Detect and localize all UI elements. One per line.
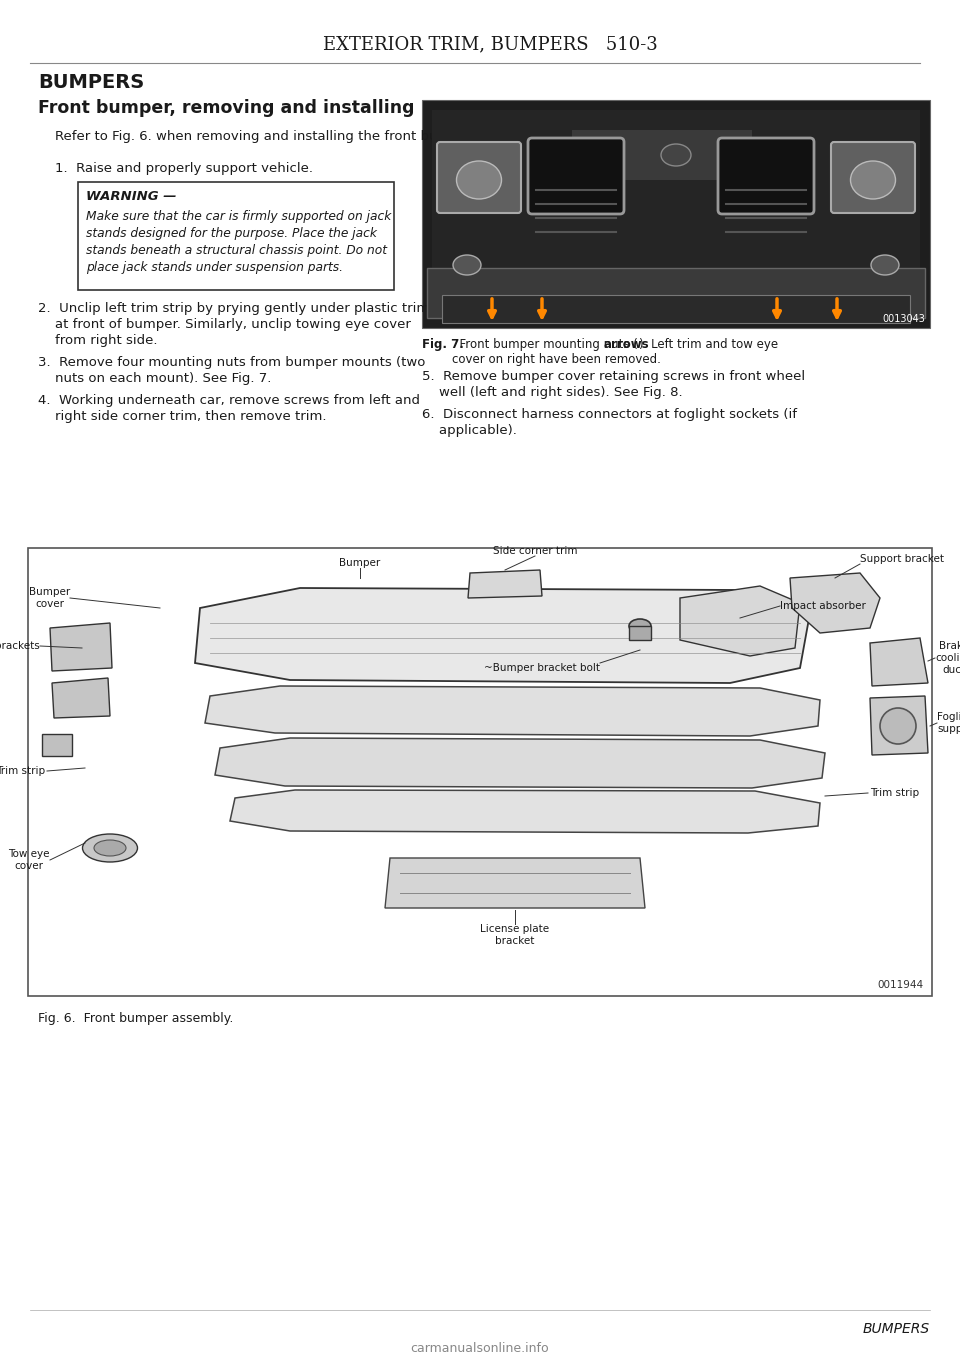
Text: Trim strip: Trim strip bbox=[870, 788, 919, 798]
Text: Bumper: Bumper bbox=[340, 558, 380, 569]
Text: carmanualsonline.info: carmanualsonline.info bbox=[411, 1342, 549, 1356]
Text: Bumper
cover: Bumper cover bbox=[29, 588, 70, 609]
Text: ~Bumper bracket bolt: ~Bumper bracket bolt bbox=[484, 664, 600, 673]
Ellipse shape bbox=[661, 144, 691, 166]
Text: BUMPERS: BUMPERS bbox=[38, 72, 144, 91]
Bar bbox=[629, 626, 651, 641]
Text: Impact absorber: Impact absorber bbox=[780, 601, 866, 611]
Ellipse shape bbox=[457, 161, 501, 199]
Text: Trim strip: Trim strip bbox=[0, 765, 45, 776]
Ellipse shape bbox=[453, 255, 481, 275]
Polygon shape bbox=[870, 638, 928, 687]
Polygon shape bbox=[680, 586, 800, 655]
Bar bbox=[78, 182, 394, 290]
Text: 3.  Remove four mounting nuts from bumper mounts (two: 3. Remove four mounting nuts from bumper… bbox=[38, 356, 425, 369]
Text: cover on right have been removed.: cover on right have been removed. bbox=[452, 353, 660, 366]
FancyBboxPatch shape bbox=[437, 142, 521, 213]
Text: from right side.: from right side. bbox=[38, 334, 157, 347]
Text: applicable).: applicable). bbox=[422, 423, 516, 437]
Text: License plate
bracket: License plate bracket bbox=[480, 924, 549, 946]
Text: 0011944: 0011944 bbox=[877, 980, 924, 991]
Circle shape bbox=[880, 708, 916, 744]
FancyBboxPatch shape bbox=[528, 138, 624, 214]
Polygon shape bbox=[385, 858, 645, 908]
Bar bbox=[422, 100, 930, 328]
Polygon shape bbox=[195, 588, 810, 683]
Text: WARNING —: WARNING — bbox=[86, 190, 177, 204]
Text: Foglight
support: Foglight support bbox=[937, 712, 960, 734]
Text: EXTERIOR TRIM, BUMPERS   510-3: EXTERIOR TRIM, BUMPERS 510-3 bbox=[323, 35, 658, 53]
Text: at front of bumper. Similarly, unclip towing eye cover: at front of bumper. Similarly, unclip to… bbox=[38, 318, 411, 331]
Polygon shape bbox=[230, 790, 820, 833]
Bar bbox=[28, 548, 932, 996]
Bar bbox=[432, 110, 920, 318]
Bar bbox=[427, 267, 925, 318]
Polygon shape bbox=[52, 678, 110, 718]
FancyBboxPatch shape bbox=[718, 138, 814, 214]
Text: Side corner trim: Side corner trim bbox=[492, 546, 577, 556]
Text: right side corner trim, then remove trim.: right side corner trim, then remove trim… bbox=[38, 410, 326, 423]
Text: Side brackets: Side brackets bbox=[0, 641, 40, 651]
Text: 6.  Disconnect harness connectors at foglight sockets (if: 6. Disconnect harness connectors at fogl… bbox=[422, 408, 797, 421]
Text: Support bracket: Support bracket bbox=[860, 554, 944, 565]
Text: arrows: arrows bbox=[604, 338, 650, 351]
Text: 0013043: 0013043 bbox=[882, 313, 925, 324]
Polygon shape bbox=[50, 623, 112, 670]
Text: 4.  Working underneath car, remove screws from left and: 4. Working underneath car, remove screws… bbox=[38, 394, 420, 407]
Bar bbox=[572, 130, 752, 180]
Text: BUMPERS: BUMPERS bbox=[863, 1322, 930, 1337]
Text: Make sure that the car is firmly supported on jack: Make sure that the car is firmly support… bbox=[86, 210, 392, 223]
Ellipse shape bbox=[83, 835, 137, 862]
Text: 2.  Unclip left trim strip by prying gently under plastic trim: 2. Unclip left trim strip by prying gent… bbox=[38, 303, 429, 315]
Ellipse shape bbox=[851, 161, 896, 199]
Polygon shape bbox=[870, 696, 928, 754]
Polygon shape bbox=[468, 570, 542, 598]
Text: Fig. 6.  Front bumper assembly.: Fig. 6. Front bumper assembly. bbox=[38, 1012, 233, 1025]
Text: stands beneath a structural chassis point. Do not: stands beneath a structural chassis poin… bbox=[86, 244, 387, 256]
Text: Front bumper, removing and installing: Front bumper, removing and installing bbox=[38, 99, 415, 117]
Bar bbox=[442, 294, 910, 323]
Text: Tow eye
cover: Tow eye cover bbox=[9, 849, 50, 871]
Bar bbox=[42, 734, 72, 756]
Text: Brake
cooling
duct: Brake cooling duct bbox=[935, 642, 960, 674]
Text: 5.  Remove bumper cover retaining screws in front wheel: 5. Remove bumper cover retaining screws … bbox=[422, 370, 805, 383]
Polygon shape bbox=[790, 573, 880, 632]
Polygon shape bbox=[215, 738, 825, 788]
Ellipse shape bbox=[94, 840, 126, 856]
Text: Fig. 7.: Fig. 7. bbox=[422, 338, 464, 351]
Ellipse shape bbox=[871, 255, 899, 275]
Text: 1.  Raise and properly support vehicle.: 1. Raise and properly support vehicle. bbox=[55, 161, 313, 175]
Polygon shape bbox=[205, 687, 820, 735]
Ellipse shape bbox=[629, 619, 651, 632]
Text: well (left and right sides). See Fig. 8.: well (left and right sides). See Fig. 8. bbox=[422, 385, 683, 399]
Text: ). Left trim and tow eye: ). Left trim and tow eye bbox=[639, 338, 779, 351]
Text: Refer to Fig. 6. when removing and installing the front bumper.: Refer to Fig. 6. when removing and insta… bbox=[55, 130, 475, 142]
Text: place jack stands under suspension parts.: place jack stands under suspension parts… bbox=[86, 261, 343, 274]
FancyBboxPatch shape bbox=[831, 142, 915, 213]
Text: Front bumper mounting nuts (: Front bumper mounting nuts ( bbox=[452, 338, 637, 351]
Text: stands designed for the purpose. Place the jack: stands designed for the purpose. Place t… bbox=[86, 227, 377, 240]
Text: nuts on each mount). See Fig. 7.: nuts on each mount). See Fig. 7. bbox=[38, 372, 272, 385]
